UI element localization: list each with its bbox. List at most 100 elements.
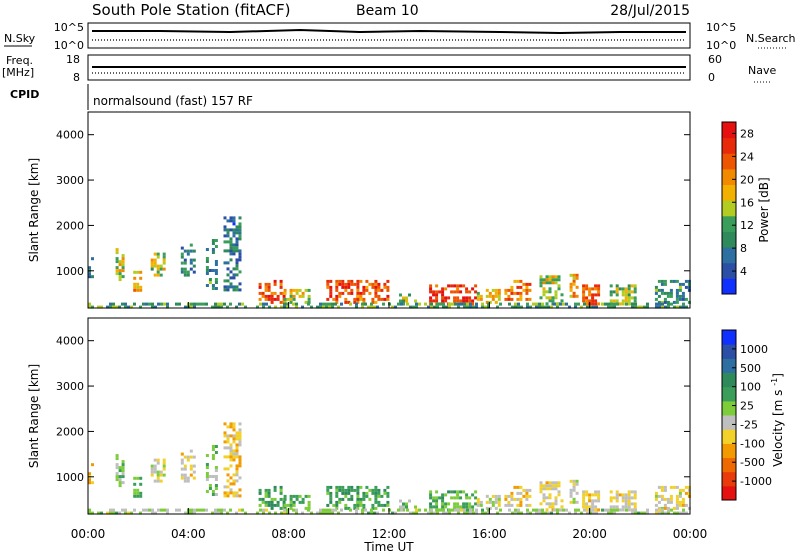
data-cell	[660, 506, 664, 510]
data-cell	[601, 302, 604, 306]
data-cell	[359, 294, 363, 298]
data-cell	[289, 300, 293, 304]
data-cell	[235, 267, 239, 271]
data-cell	[267, 297, 271, 301]
data-cell	[229, 488, 233, 492]
data-cell	[633, 493, 637, 497]
data-cell	[621, 508, 625, 512]
data-cell	[663, 297, 667, 301]
data-cell	[519, 500, 523, 504]
data-cell	[685, 305, 688, 309]
data-cell	[238, 440, 242, 444]
data-cell	[402, 302, 405, 306]
data-cell	[557, 278, 561, 282]
data-cell	[301, 500, 305, 504]
data-cell	[127, 511, 130, 515]
data-cell	[226, 305, 229, 309]
data-cell	[338, 497, 342, 501]
data-cell	[267, 503, 271, 507]
data-cell	[453, 505, 457, 509]
data-cell	[682, 305, 685, 309]
data-cell	[334, 508, 337, 512]
data-cell	[435, 490, 439, 494]
data-cell	[499, 302, 502, 306]
data-cell	[610, 305, 613, 309]
data-cell	[229, 476, 233, 480]
data-cell	[435, 502, 439, 506]
data-cell	[226, 425, 230, 429]
data-cell	[444, 296, 448, 300]
data-cell	[235, 243, 239, 247]
data-cell	[229, 249, 233, 253]
data-cell	[406, 302, 409, 306]
data-cell	[226, 228, 230, 232]
data-cell	[214, 466, 218, 469]
data-cell	[189, 258, 193, 262]
colorbar-segment	[722, 443, 736, 458]
data-cell	[118, 278, 122, 282]
data-cell	[235, 434, 239, 438]
data-cell	[238, 464, 242, 468]
data-cell	[481, 305, 484, 309]
data-cell	[539, 275, 543, 279]
data-cell	[432, 505, 436, 509]
data-cell	[542, 281, 546, 285]
data-cell	[361, 305, 364, 309]
data-cell	[295, 511, 298, 515]
data-cell	[283, 297, 287, 301]
data-cell	[183, 476, 187, 480]
data-cell	[439, 508, 442, 512]
data-cell	[545, 278, 549, 282]
data-cell	[591, 296, 595, 300]
data-cell	[259, 302, 262, 306]
data-cell	[574, 511, 577, 515]
data-cell	[582, 505, 586, 509]
data-cell	[654, 291, 658, 295]
data-cell	[572, 500, 576, 504]
data-cell	[109, 302, 112, 306]
data-cell	[229, 458, 233, 462]
data-cell	[661, 508, 664, 512]
data-cell	[529, 511, 532, 515]
data-cell	[211, 248, 215, 251]
data-cell	[232, 219, 236, 223]
data-cell	[371, 282, 375, 286]
data-cell	[374, 282, 378, 286]
data-cell	[491, 503, 495, 507]
nsky-solid-trace	[92, 28, 686, 35]
data-cell	[307, 288, 311, 292]
data-cell	[214, 263, 218, 266]
data-cell	[91, 511, 94, 515]
data-cell	[226, 231, 230, 235]
data-cell	[666, 506, 670, 510]
beam-label: Beam 10	[356, 3, 419, 19]
data-cell	[199, 302, 202, 306]
data-cell	[569, 282, 573, 286]
data-cell	[630, 502, 634, 506]
data-cell	[465, 502, 469, 506]
data-cell	[279, 497, 283, 501]
data-cell	[301, 511, 304, 515]
data-cell	[572, 276, 576, 280]
data-cell	[229, 422, 233, 426]
data-cell	[610, 511, 613, 515]
data-cell	[545, 484, 549, 488]
data-cell	[604, 508, 607, 512]
data-cell	[235, 240, 239, 244]
data-cell	[226, 491, 230, 495]
data-cell	[223, 228, 227, 232]
data-cell	[156, 264, 160, 268]
data-cell	[429, 502, 433, 506]
data-cell	[262, 305, 265, 309]
data-cell	[267, 294, 271, 298]
data-cell	[560, 299, 564, 303]
data-cell	[153, 458, 157, 462]
data-cell	[301, 497, 305, 501]
data-cell	[335, 288, 339, 292]
data-cell	[205, 257, 209, 260]
data-cell	[472, 305, 475, 309]
data-cell	[548, 487, 552, 491]
data-cell	[436, 305, 439, 309]
data-cell	[429, 505, 433, 509]
